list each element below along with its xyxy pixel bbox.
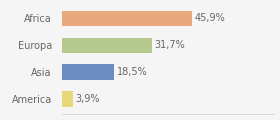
Text: 18,5%: 18,5% [117, 67, 148, 77]
Text: 45,9%: 45,9% [195, 13, 225, 23]
Bar [62, 91, 73, 107]
Bar [62, 64, 114, 80]
Text: 31,7%: 31,7% [154, 40, 185, 50]
Bar [62, 38, 151, 53]
Text: 3,9%: 3,9% [76, 94, 100, 104]
Bar [62, 11, 192, 26]
